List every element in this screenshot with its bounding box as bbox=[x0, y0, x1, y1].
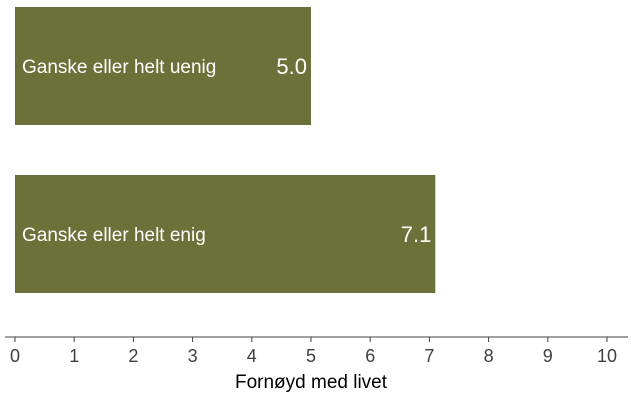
bar-value-label: 5.0 bbox=[276, 54, 307, 79]
x-tick-label: 0 bbox=[10, 346, 20, 366]
x-tick-label: 7 bbox=[424, 346, 434, 366]
x-tick-label: 9 bbox=[543, 346, 553, 366]
bar bbox=[15, 7, 311, 125]
x-axis-title: Fornøyd med livet bbox=[235, 372, 388, 393]
x-tick-label: 3 bbox=[188, 346, 198, 366]
x-tick-label: 5 bbox=[306, 346, 316, 366]
x-axis-ticks: 0 1 2 3 4 5 6 7 8 9 10 bbox=[10, 337, 617, 366]
x-tick-label: 10 bbox=[597, 346, 617, 366]
bar-group: Ganske eller helt enig 7.1 bbox=[15, 175, 436, 293]
bar-value-label: 7.1 bbox=[401, 222, 432, 247]
x-tick-label: 6 bbox=[365, 346, 375, 366]
x-tick-label: 8 bbox=[484, 346, 494, 366]
bar-group: Ganske eller helt uenig 5.0 bbox=[15, 7, 311, 125]
x-tick-label: 1 bbox=[69, 346, 79, 366]
x-tick-label: 2 bbox=[128, 346, 138, 366]
bar bbox=[15, 175, 436, 293]
x-tick-label: 4 bbox=[247, 346, 257, 366]
bar-category-label: Ganske eller helt uenig bbox=[22, 57, 216, 78]
bar-category-label: Ganske eller helt enig bbox=[22, 225, 206, 246]
